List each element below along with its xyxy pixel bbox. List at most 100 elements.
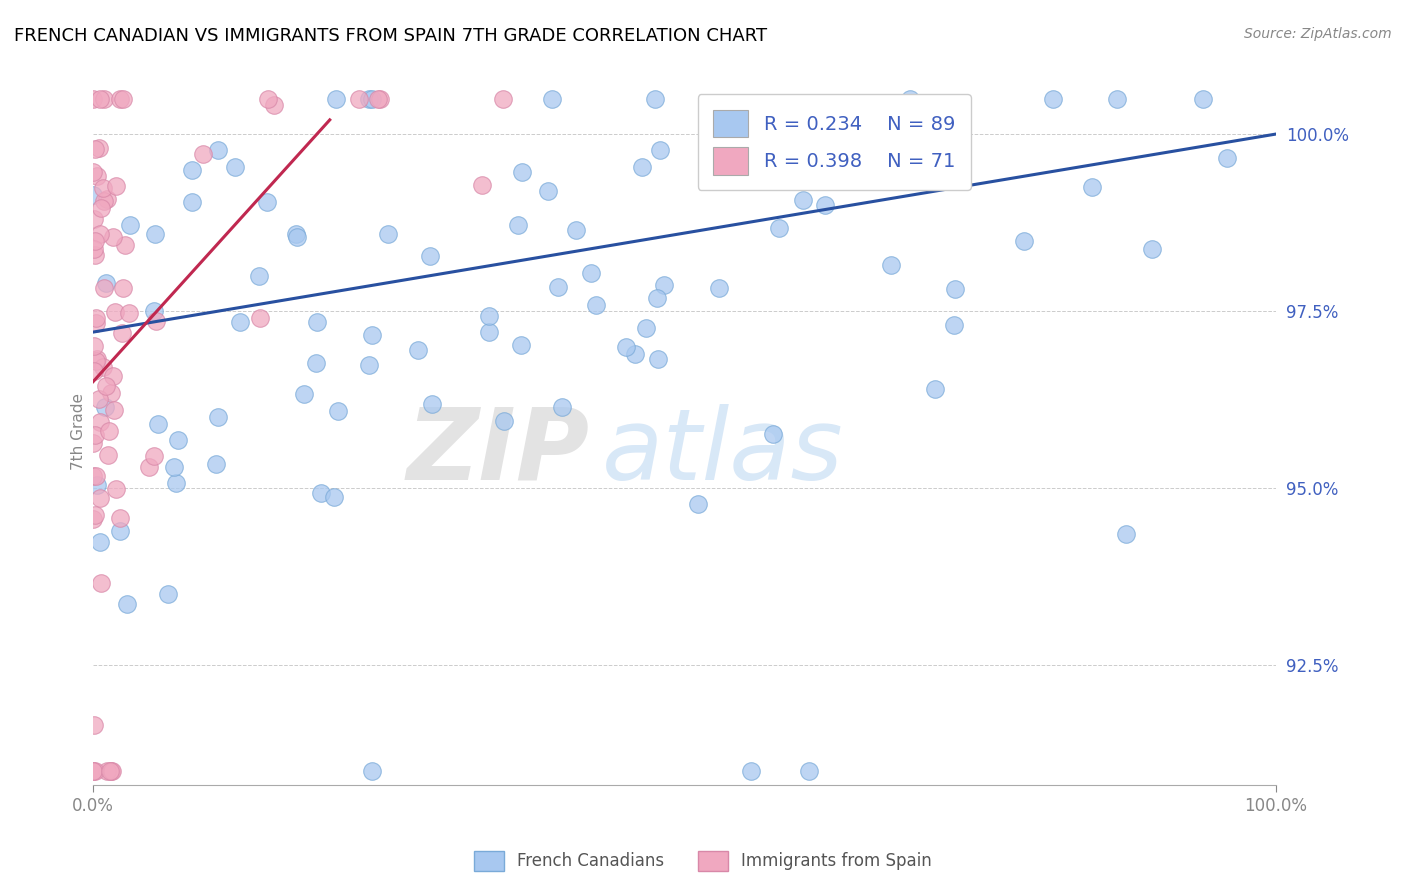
Point: [204, 457, 226, 471]
Point: [1115, 526, 1137, 541]
Point: [114, 237, 136, 252]
Point: [82, 92, 104, 106]
Point: [224, 160, 246, 174]
Point: [156, 587, 179, 601]
Point: [311, 486, 333, 500]
Point: [103, 304, 125, 318]
Point: [740, 764, 762, 778]
Text: Source: ZipAtlas.com: Source: ZipAtlas.com: [1244, 27, 1392, 41]
Point: [91, 359, 114, 374]
Point: [143, 227, 166, 241]
Point: [361, 764, 384, 778]
Point: [86, 478, 108, 492]
Point: [96, 276, 118, 290]
Point: [83, 339, 105, 353]
Point: [813, 198, 835, 212]
Point: [647, 352, 669, 367]
Legend: R = 0.234    N = 89, R = 0.398    N = 71: R = 0.234 N = 89, R = 0.398 N = 71: [697, 95, 970, 190]
Point: [614, 340, 637, 354]
Point: [551, 400, 574, 414]
Point: [207, 410, 229, 425]
Point: [82, 187, 104, 202]
Point: [471, 178, 494, 193]
Point: [193, 147, 215, 161]
Point: [800, 162, 823, 177]
Point: [100, 764, 122, 778]
Point: [360, 328, 382, 343]
Point: [104, 482, 127, 496]
Point: [510, 338, 533, 352]
Point: [512, 164, 534, 178]
Point: [1105, 92, 1128, 106]
Point: [84, 469, 107, 483]
Point: [768, 221, 790, 235]
Point: [1080, 180, 1102, 194]
Point: [83, 234, 105, 248]
Point: [97, 424, 120, 438]
Point: [90, 575, 112, 590]
Point: [89, 491, 111, 505]
Point: [87, 141, 110, 155]
Point: [631, 160, 654, 174]
Point: [118, 219, 141, 233]
Point: [98, 764, 121, 778]
Point: [96, 764, 118, 778]
Point: [792, 194, 814, 208]
Text: atlas: atlas: [602, 404, 844, 500]
Point: [326, 404, 349, 418]
Point: [96, 192, 118, 206]
Point: [82, 764, 104, 778]
Point: [494, 414, 516, 428]
Point: [478, 325, 501, 339]
Point: [82, 436, 104, 450]
Point: [565, 223, 588, 237]
Point: [1192, 92, 1215, 106]
Point: [118, 306, 141, 320]
Point: [84, 310, 107, 325]
Point: [325, 92, 347, 106]
Text: ZIP: ZIP: [406, 404, 591, 500]
Point: [367, 92, 389, 106]
Point: [377, 227, 399, 242]
Point: [83, 242, 105, 256]
Point: [167, 433, 190, 447]
Point: [84, 248, 107, 262]
Point: [94, 400, 117, 414]
Point: [305, 315, 328, 329]
Point: [89, 92, 111, 106]
Point: [349, 92, 371, 106]
Point: [942, 318, 965, 332]
Point: [143, 449, 166, 463]
Point: [762, 426, 785, 441]
Point: [547, 280, 569, 294]
Point: [165, 476, 187, 491]
Point: [103, 403, 125, 417]
Point: [943, 281, 966, 295]
Legend: French Canadians, Immigrants from Spain: French Canadians, Immigrants from Spain: [465, 842, 941, 880]
Point: [112, 92, 135, 106]
Point: [644, 92, 666, 106]
Point: [492, 92, 515, 106]
Point: [104, 178, 127, 193]
Point: [406, 343, 429, 357]
Point: [110, 524, 132, 538]
Point: [87, 392, 110, 406]
Point: [90, 201, 112, 215]
Point: [84, 428, 107, 442]
Point: [82, 165, 104, 179]
Point: [84, 508, 107, 522]
Point: [93, 92, 115, 106]
Point: [305, 356, 328, 370]
Point: [86, 354, 108, 368]
Text: FRENCH CANADIAN VS IMMIGRANTS FROM SPAIN 7TH GRADE CORRELATION CHART: FRENCH CANADIAN VS IMMIGRANTS FROM SPAIN…: [14, 27, 768, 45]
Point: [82, 512, 104, 526]
Point: [84, 316, 107, 330]
Point: [257, 92, 280, 106]
Point: [82, 468, 104, 483]
Point: [146, 417, 169, 432]
Point: [287, 230, 309, 244]
Point: [229, 315, 252, 329]
Point: [770, 137, 793, 152]
Point: [322, 490, 344, 504]
Point: [111, 281, 134, 295]
